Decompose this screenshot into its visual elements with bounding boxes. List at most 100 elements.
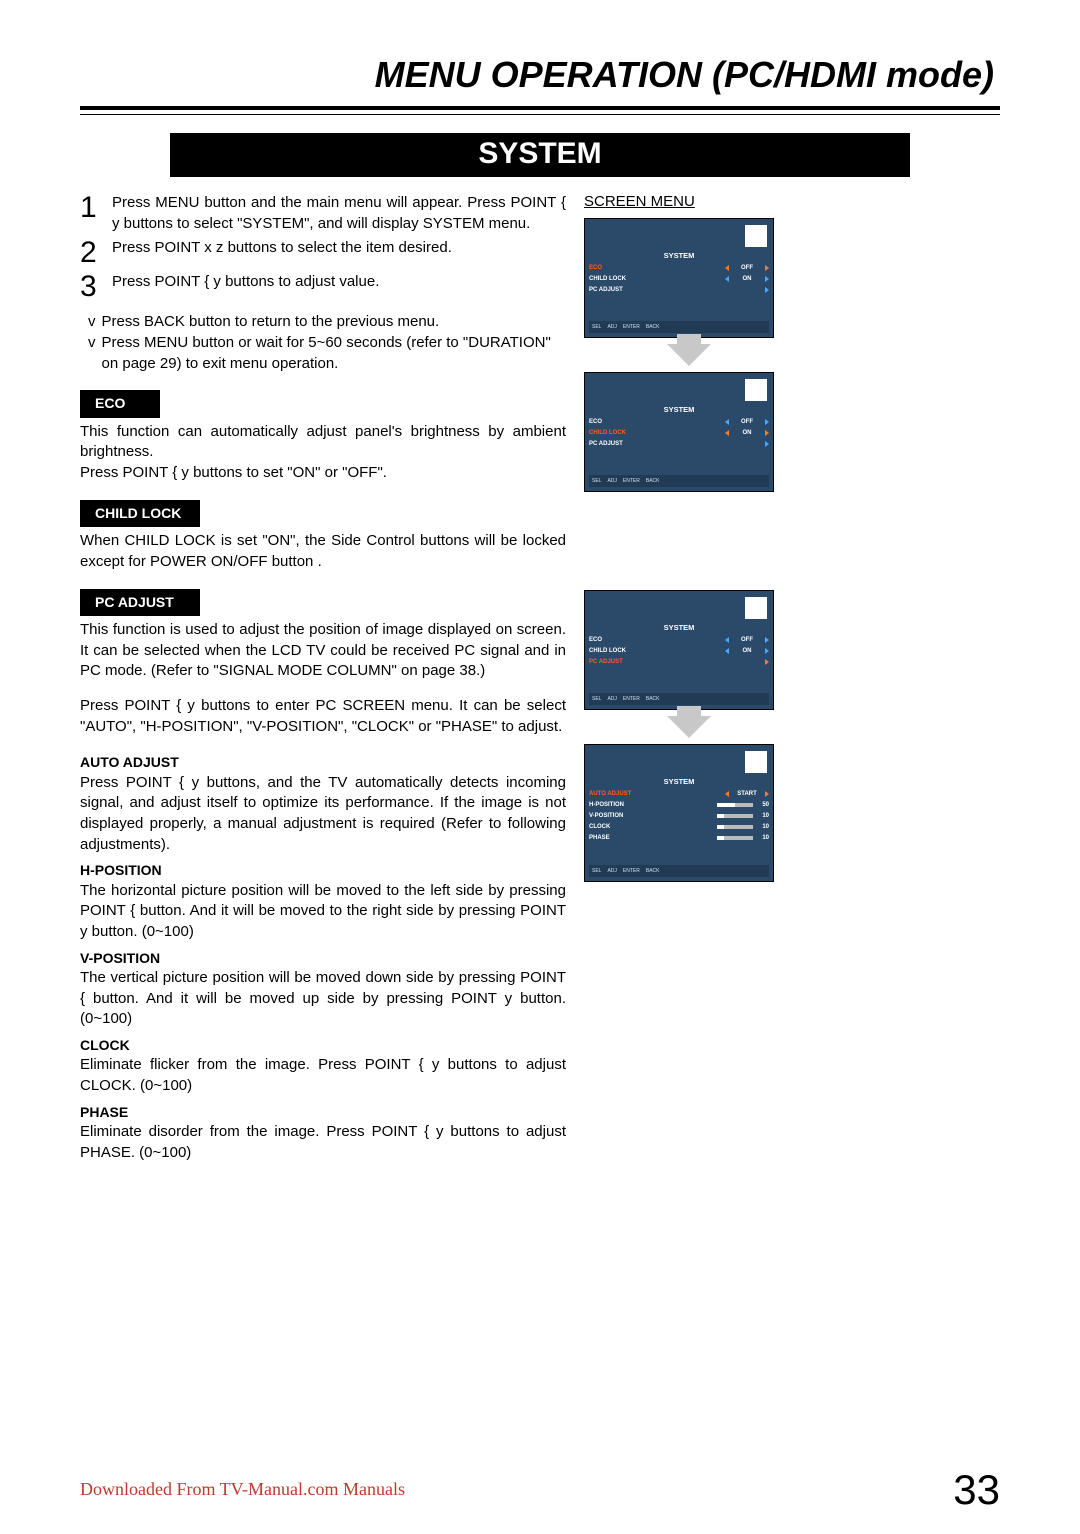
osd-item-label: PC ADJUST [589, 659, 647, 665]
osd-item-value: ON [733, 648, 761, 654]
arrow-left-icon [725, 637, 729, 643]
osd-item-control: OFF [725, 637, 769, 643]
osd-item-control: OFF [725, 265, 769, 271]
osd-footer: SELADJENTERBACK [589, 693, 769, 705]
osd-item-row: CHILD LOCK ON [589, 274, 769, 284]
osd-item-value: OFF [733, 265, 761, 271]
arrow-right-icon [765, 276, 769, 282]
osd-footer-hint: SEL [592, 324, 601, 330]
osd-item-control: ON [725, 430, 769, 436]
osd-tab-icon [745, 597, 767, 619]
page-title: MENU OPERATION (PC/HDMI mode) [80, 54, 994, 96]
step-text: Press POINT x z buttons to select the it… [112, 238, 452, 268]
osd-item-value: ON [733, 430, 761, 436]
step-number: 3 [80, 272, 102, 302]
osd-slider-value: 10 [757, 835, 769, 841]
osd-footer: SEL ADJ ENTER BACK [589, 321, 769, 333]
osd-footer-hint: ADJ [607, 696, 616, 702]
arrow-left-icon [725, 419, 729, 425]
arrow-left-icon [725, 648, 729, 654]
osd-item-control [765, 441, 769, 447]
step-row: 3 Press POINT { y buttons to adjust valu… [80, 272, 566, 302]
osd-screen: SYSTEMECOOFFCHILD LOCKONPC ADJUSTSELADJE… [584, 372, 774, 492]
osd-item-row: PC ADJUST [589, 439, 769, 449]
osd-item-label: PC ADJUST [589, 441, 647, 447]
bullet-symbol: v [88, 312, 96, 333]
arrow-left-icon [725, 791, 729, 797]
bullet-row: v Press BACK button to return to the pre… [88, 312, 566, 333]
osd-tab-icon [745, 751, 767, 773]
osd-item-label: CHILD LOCK [589, 648, 647, 654]
osd-item-control: 10 [717, 824, 769, 830]
osd-slider-value: 50 [757, 802, 769, 808]
osd-item-label: ECO [589, 265, 647, 271]
osd-footer-hint: BACK [646, 324, 660, 330]
footer-link[interactable]: Downloaded From TV-Manual.com Manuals [80, 1479, 405, 1500]
step-text: Press MENU button and the main menu will… [112, 193, 566, 234]
osd-item-control: START [725, 791, 769, 797]
arrow-right-icon [765, 287, 769, 293]
bullet-text: Press MENU button or wait for 5~60 secon… [102, 333, 567, 374]
osd-item-label: H-POSITION [589, 802, 647, 808]
osd-title: SYSTEM [589, 777, 769, 786]
arrow-right-icon [765, 659, 769, 665]
osd-footer-hint: ENTER [623, 324, 640, 330]
step-row: 1 Press MENU button and the main menu wi… [80, 193, 566, 234]
osd-item-value: START [733, 791, 761, 797]
osd-item-row: CHILD LOCK ON [589, 646, 769, 656]
arrow-right-icon [765, 637, 769, 643]
osd-item-row: PC ADJUST [589, 285, 769, 295]
rule-thick [80, 106, 1000, 110]
arrow-right-icon [765, 648, 769, 654]
arrow-left-icon [725, 276, 729, 282]
osd-item-label: CHILD LOCK [589, 276, 647, 282]
osd-item-control: ON [725, 276, 769, 282]
osd-slider [717, 814, 753, 818]
bullet-text: Press BACK button to return to the previ… [102, 312, 440, 333]
osd-slider [717, 803, 753, 807]
left-column: 1 Press MENU button and the main menu wi… [80, 193, 566, 1169]
osd-item-control [765, 659, 769, 665]
osd-title: SYSTEM [589, 623, 769, 632]
osd-footer-hint: SEL [592, 868, 601, 874]
osd-item-row: ECO OFF [589, 263, 769, 273]
osd-item-label: PHASE [589, 835, 647, 841]
osd-item-label: V-POSITION [589, 813, 647, 819]
osd-footer-hint: SEL [592, 696, 601, 702]
osd-item-row: ECOOFF [589, 417, 769, 427]
osd-item-control: 10 [717, 813, 769, 819]
osd-slider-value: 10 [757, 813, 769, 819]
screen-menu-label: SCREEN MENU [584, 193, 794, 210]
osd-item-control [765, 287, 769, 293]
bullet-row: v Press MENU button or wait for 5~60 sec… [88, 333, 566, 374]
right-column: SCREEN MENU SYSTEMECOOFFCHILD LOCKONPC A… [584, 193, 794, 1169]
osd-item-row: PHASE 10 [589, 833, 769, 843]
sub-body-vpos: The vertical picture position will be mo… [80, 968, 566, 1030]
osd-footer-hint: ADJ [607, 324, 616, 330]
sub-body-hpos: The horizontal picture position will be … [80, 881, 566, 943]
osd-item-label: CHILD LOCK [589, 430, 647, 436]
sub-label-vpos: V-POSITION [80, 949, 566, 968]
bullet-block: v Press BACK button to return to the pre… [80, 312, 566, 374]
osd-slider [717, 825, 753, 829]
arrow-right-icon [765, 265, 769, 271]
osd-screen: SYSTEMECOOFFCHILD LOCKONPC ADJUSTSELADJE… [584, 218, 774, 338]
section-label-eco: ECO [80, 390, 160, 417]
osd-footer-hint: SEL [592, 478, 601, 484]
osd-footer-hint: ADJ [607, 478, 616, 484]
osd-screen: SYSTEM AUTO ADJUST START H-POSITION 50 V-POSI… [584, 744, 774, 882]
osd-item-row: ECOOFF [589, 635, 769, 645]
osd-slider [717, 836, 753, 840]
osd-screen: SYSTEMECOOFFCHILD LOCKONPC ADJUSTSELADJE… [584, 590, 774, 710]
spacer [584, 498, 794, 590]
osd-tab-icon [745, 379, 767, 401]
step-text: Press POINT { y buttons to adjust value. [112, 272, 379, 302]
osd-item-row: H-POSITION 50 [589, 800, 769, 810]
osd-footer-hint: BACK [646, 478, 660, 484]
osd-item-row: V-POSITION 10 [589, 811, 769, 821]
osd-item-label: CLOCK [589, 824, 647, 830]
osd-item-value: ON [733, 276, 761, 282]
eco-text2: Press POINT { y buttons to set "ON" or "… [80, 463, 566, 484]
osd-item-label: AUTO ADJUST [589, 791, 647, 797]
osd-footer-hint: BACK [646, 868, 660, 874]
